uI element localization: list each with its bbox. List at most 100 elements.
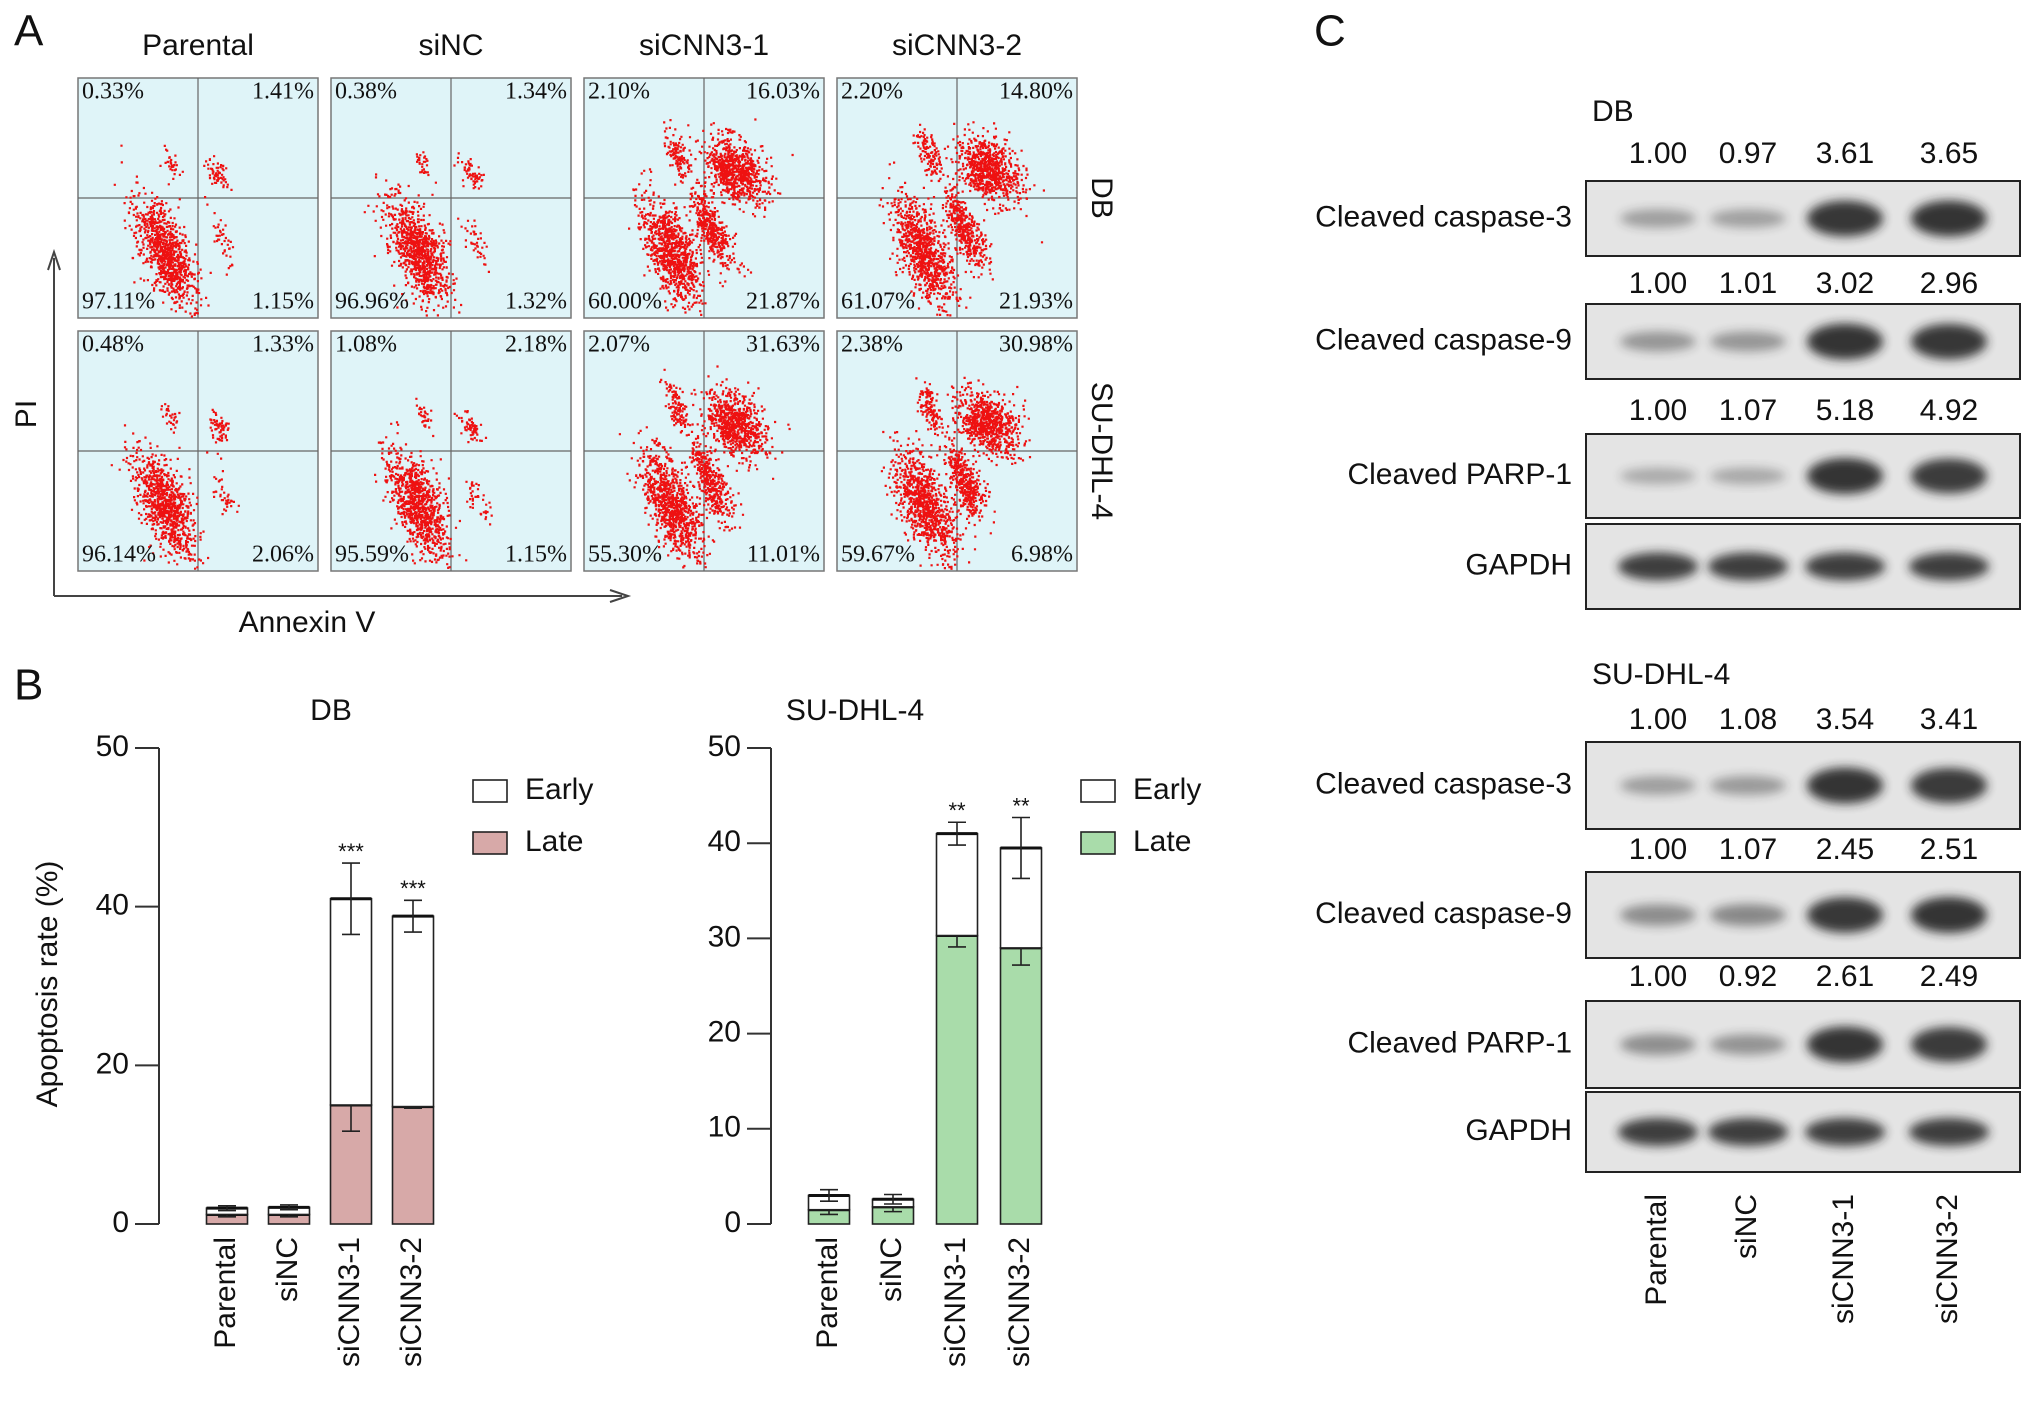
blot-band (1909, 1118, 1989, 1146)
lane-label: Parental (1640, 1194, 1673, 1306)
x-tick-label: Parental (209, 1237, 242, 1349)
quadrant-percent: 21.87% (746, 289, 820, 315)
quadrant-percent: 2.38% (841, 332, 903, 358)
ratio-value: 0.97 (1719, 137, 1777, 170)
blot-label: GAPDH (1465, 548, 1572, 581)
blot-band (1710, 1034, 1786, 1055)
x-tick-label: siCNN3-1 (333, 1237, 366, 1367)
ratio-value: 1.00 (1629, 137, 1687, 170)
quadrant-percent: 31.63% (746, 332, 820, 358)
blot-band (1710, 331, 1786, 352)
scatter-dots (618, 365, 791, 569)
legend-swatch (1080, 779, 1116, 803)
ratio-value: 1.00 (1629, 703, 1687, 736)
blot-band (1710, 467, 1786, 485)
quadrant-percent: 1.15% (252, 289, 314, 315)
blot-band (1807, 1026, 1883, 1063)
y-tick-label: 20 (96, 1047, 129, 1080)
ratio-value: 3.61 (1816, 137, 1874, 170)
y-tick-label: 40 (96, 889, 129, 922)
quadrant-percent: 1.15% (505, 542, 567, 568)
y-tick-label: 30 (708, 920, 741, 953)
column-header: siCNN3-1 (639, 29, 769, 62)
quadrant-percent: 30.98% (999, 332, 1073, 358)
blot-band (1710, 775, 1786, 796)
ratio-value: 3.02 (1816, 267, 1874, 300)
scatter-dots (374, 397, 493, 569)
axis-label: PI (10, 400, 43, 428)
blot-band (1620, 776, 1696, 795)
blot-band (1807, 200, 1883, 237)
quadrant-percent: 1.08% (335, 332, 397, 358)
scatter-dots (628, 118, 794, 317)
lane-label: siNC (1730, 1194, 1763, 1259)
quadrant-percent: 16.03% (746, 79, 820, 105)
blot-band (1620, 904, 1696, 926)
quadrant-percent: 14.80% (999, 79, 1073, 105)
ratio-value: 1.01 (1719, 267, 1777, 300)
x-tick-label: siCNN3-1 (939, 1237, 972, 1367)
blot-band (1620, 331, 1696, 352)
panel-label: C (1314, 7, 1346, 56)
ratio-value: 2.45 (1816, 833, 1874, 866)
blot-band (1708, 552, 1788, 581)
ratio-value: 2.49 (1920, 960, 1978, 993)
ratio-value: 5.18 (1816, 394, 1874, 427)
blot-band (1911, 458, 1987, 494)
row-label: DB (1085, 177, 1118, 219)
quadrant-percent: 0.48% (82, 332, 144, 358)
column-header: siNC (419, 29, 484, 62)
blot-band (1708, 1118, 1788, 1146)
blot-label: Cleaved caspase-3 (1315, 767, 1572, 800)
error-bar (342, 862, 360, 936)
blot-band (1710, 903, 1786, 927)
scatter-dots (110, 403, 240, 570)
y-tick-label: 0 (112, 1206, 129, 1239)
quadrant-percent: 0.38% (335, 79, 397, 105)
x-tick-label: Parental (811, 1237, 844, 1349)
blot-band (1805, 552, 1885, 581)
blot-band (1807, 323, 1883, 360)
ratio-value: 3.41 (1920, 703, 1978, 736)
blot-band (1807, 897, 1883, 933)
blot-band (1911, 323, 1987, 360)
quadrant-percent: 97.11% (82, 289, 155, 315)
blot-band (1805, 1118, 1885, 1146)
lane-label: siCNN3-2 (1931, 1194, 1964, 1324)
blot-label: Cleaved caspase-9 (1315, 897, 1572, 930)
blot-band (1807, 767, 1883, 804)
quadrant-percent: 2.07% (588, 332, 650, 358)
column-header: siCNN3-2 (892, 29, 1022, 62)
legend-label: Early (1133, 773, 1201, 806)
chart-title: DB (310, 694, 352, 727)
y-axis-label: Apoptosis rate (%) (31, 861, 64, 1108)
quadrant-percent: 6.98% (1011, 542, 1073, 568)
significance: ** (1012, 793, 1030, 818)
legend-label: Early (525, 773, 593, 806)
legend-swatch (1080, 831, 1116, 855)
bar-segment (391, 1105, 435, 1225)
quadrant-percent: 59.67% (841, 542, 915, 568)
blot-band (1911, 1027, 1987, 1062)
scatter-dots (878, 121, 1045, 317)
ratio-value: 4.92 (1920, 394, 1978, 427)
y-tick-label: 10 (708, 1111, 741, 1144)
ratio-value: 2.96 (1920, 267, 1978, 300)
quadrant-percent: 1.34% (505, 79, 567, 105)
legend-swatch (472, 831, 508, 855)
ratio-value: 1.08 (1719, 703, 1777, 736)
ratio-value: 3.54 (1816, 703, 1874, 736)
blot-band (1807, 458, 1883, 494)
error-bar (218, 1204, 236, 1212)
bar-segment (935, 934, 979, 1225)
blot-band (1620, 209, 1696, 228)
significance: ** (948, 798, 966, 823)
bar-segment (999, 947, 1043, 1225)
chart-title: SU-DHL-4 (786, 694, 924, 727)
legend-label: Late (525, 825, 583, 858)
quadrant-percent: 11.01% (747, 542, 820, 568)
blot-label: Cleaved PARP-1 (1347, 1026, 1572, 1059)
ratio-value: 1.07 (1719, 833, 1777, 866)
y-tick-label: 50 (708, 730, 741, 763)
